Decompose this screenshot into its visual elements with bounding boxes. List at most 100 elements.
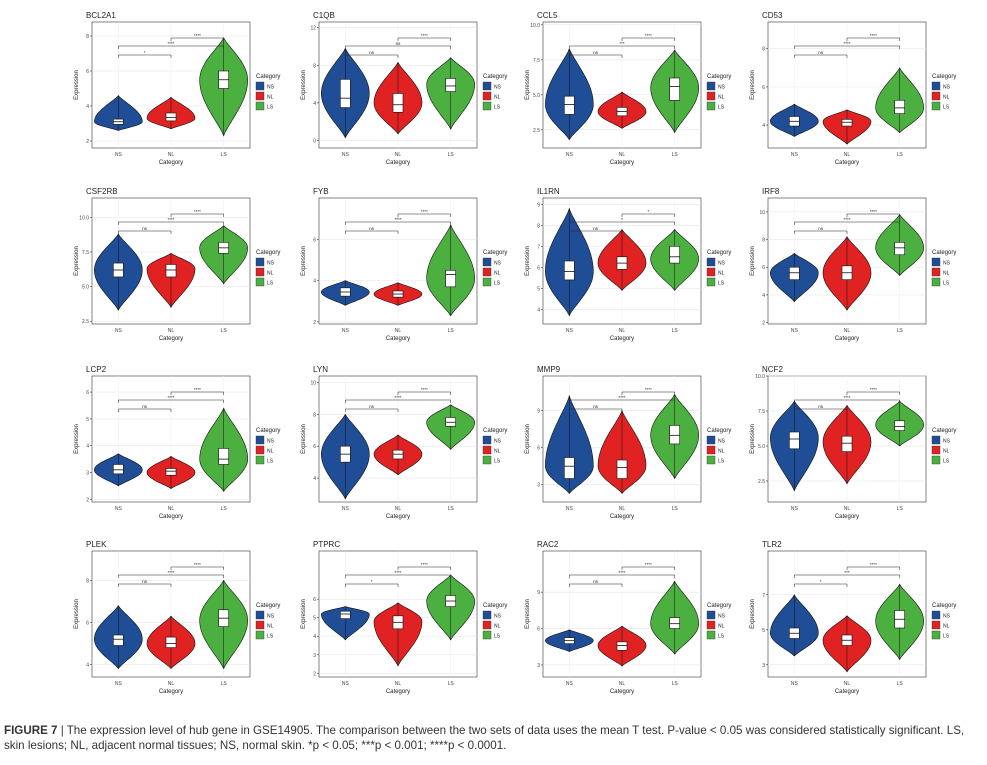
y-axis-title: Expression [74, 424, 80, 454]
x-tick-label: LS [897, 328, 904, 334]
box-ns [113, 464, 124, 475]
x-tick-label: NL [395, 328, 402, 334]
significance-label: **** [645, 562, 652, 567]
y-tick-label: 7.5 [758, 409, 765, 415]
legend-label: NL [494, 624, 501, 630]
significance-label: ns [142, 404, 148, 409]
legend-title: Category [483, 603, 507, 609]
box-nl [165, 636, 177, 648]
y-tick-label: 4 [86, 444, 89, 450]
y-tick-label: 6 [537, 627, 540, 633]
legend-swatch-ls [255, 277, 265, 287]
x-tick-label: NS [115, 152, 123, 158]
y-tick-label: 6 [762, 265, 765, 271]
y-tick-label: 2 [313, 671, 316, 677]
x-tick-label: NL [168, 681, 175, 687]
significance-label: **** [167, 395, 174, 400]
x-tick-label: NS [791, 681, 799, 687]
chart-title: CSF2RB [86, 187, 118, 196]
significance-label: **** [194, 209, 201, 214]
legend-swatch-ns [482, 435, 492, 445]
y-tick-label: 6 [86, 620, 89, 626]
y-axis-title: Expression [525, 70, 531, 100]
legend-label: NL [943, 624, 950, 630]
significance-bracket: ns [118, 226, 172, 234]
significance-label: ns [396, 41, 402, 46]
y-tick-label: 4 [313, 476, 316, 482]
significance-bracket: **** [170, 209, 224, 217]
legend-title: Category [483, 250, 507, 256]
significance-bracket: ns [794, 50, 848, 58]
x-tick-label: NS [566, 506, 574, 512]
x-axis-title: Category [835, 514, 859, 520]
y-tick-label: 2.5 [82, 319, 89, 325]
x-tick-label: NL [395, 681, 402, 687]
legend-swatch-ns [482, 610, 492, 620]
x-axis-title: Category [610, 514, 634, 520]
legend-swatch-ls [706, 277, 716, 287]
box-ls [669, 617, 680, 629]
significance-bracket: **** [118, 217, 224, 225]
legend-label: LS [718, 634, 725, 640]
chart-title: TLR2 [762, 540, 782, 549]
legend-label: LS [943, 105, 950, 111]
legend-title: Category [256, 428, 280, 434]
significance-bracket: ns [345, 41, 451, 49]
legend-label: NS [494, 261, 502, 267]
legend-title: Category [932, 428, 956, 434]
y-axis-title: Expression [301, 246, 307, 276]
x-tick-label: NL [395, 152, 402, 158]
legend-swatch-ls [931, 455, 941, 465]
x-tick-label: LS [672, 152, 679, 158]
x-tick-label: LS [448, 506, 455, 512]
y-tick-label: 4 [313, 279, 316, 285]
legend-label: LS [494, 634, 501, 640]
significance-bracket: **** [118, 395, 224, 403]
significance-label: **** [167, 570, 174, 575]
legend-label: NL [267, 624, 274, 630]
y-tick-label: 4 [86, 662, 89, 668]
legend-swatch-nl [706, 445, 716, 455]
significance-bracket: **** [846, 33, 900, 41]
y-tick-label: 5 [313, 616, 316, 622]
legend-swatch-ns [482, 81, 492, 91]
legend-swatch-nl [482, 267, 492, 277]
violin-chart-cd53: CD53 4 6 8 NS NL LS ns **** **** Category Expressio… [750, 11, 956, 166]
significance-bracket: **** [621, 387, 675, 395]
significance-label: **** [618, 570, 625, 575]
y-axis-title: Expression [525, 599, 531, 629]
significance-label: **** [870, 209, 877, 214]
significance-label: ns [142, 226, 148, 231]
y-tick-label: 8 [313, 412, 316, 418]
legend-swatch-nl [931, 267, 941, 277]
significance-label: ns [593, 404, 599, 409]
significance-bracket: **** [170, 33, 224, 41]
significance-label: **** [194, 387, 201, 392]
legend-label: LS [718, 105, 725, 111]
legend-title: Category [707, 74, 731, 80]
x-axis-title: Category [159, 160, 183, 166]
y-tick-label: 4 [313, 101, 316, 107]
figure-caption: FIGURE 7 | The expression level of hub g… [4, 723, 982, 753]
significance-bracket: **** [569, 570, 675, 578]
y-tick-label: 8 [537, 223, 540, 229]
box-ls [445, 78, 456, 92]
y-tick-label: 6 [313, 237, 316, 243]
significance-bracket: **** [569, 395, 675, 403]
significance-bracket: ns [569, 404, 623, 412]
violin-chart-mmp9: MMP9 3 6 9 NS NL LS ns **** **** Category Expressio… [525, 365, 731, 520]
x-axis-title: Category [610, 689, 634, 695]
significance-label: **** [421, 33, 428, 38]
significance-bracket: ns [345, 50, 399, 58]
legend-swatch-ls [931, 630, 941, 640]
y-tick-label: 7 [537, 244, 540, 250]
violin-chart-fyb: FYB 2 4 6 NS NL LS ns **** **** Category Expression… [301, 187, 507, 342]
legend-label: LS [267, 105, 274, 111]
x-tick-label: NL [168, 506, 175, 512]
significance-bracket: ns [345, 226, 399, 234]
x-tick-label: LS [448, 681, 455, 687]
violin-chart-ncf2: NCF2 2.5 5.0 7.5 10.0 NS NL LS ns **** **** Categor… [750, 365, 956, 520]
legend-label: LS [943, 634, 950, 640]
legend-title: Category [707, 428, 731, 434]
legend-label: NL [494, 449, 501, 455]
